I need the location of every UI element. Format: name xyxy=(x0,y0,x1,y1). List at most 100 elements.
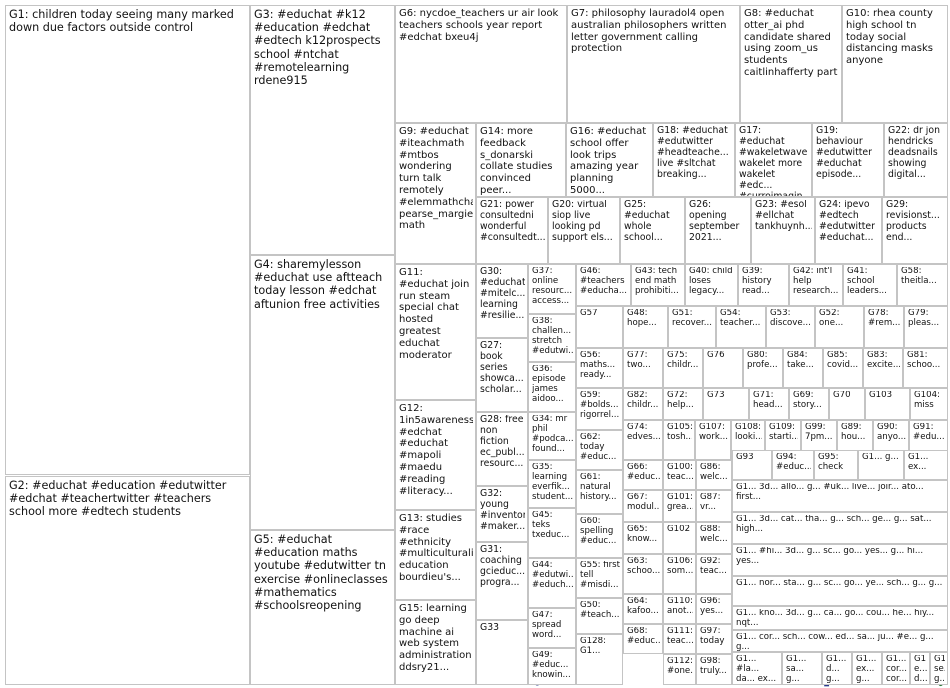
group-pane-g115: G1... #hi... 3d... g... sc... go... yes.… xyxy=(732,544,948,576)
group-label-g94: G94: #educ... xyxy=(776,453,811,472)
group-label-g52: G52: one... xyxy=(819,309,844,328)
group-pane-g76: G76 xyxy=(703,348,743,388)
group-pane-g11: G11: #educhat join run steam special cha… xyxy=(395,264,476,400)
group-pane-g28: G28: free non fiction ec_publ... resourc… xyxy=(476,412,528,486)
group-label-g60: G60: spelling #educ... xyxy=(580,517,617,546)
group-label-g99: G99: 7pm... xyxy=(805,423,833,442)
group-pane-g105: G105: tosh... xyxy=(663,420,695,460)
group-pane-g97: G97: today xyxy=(696,624,732,654)
group-label-g105: G105: tosh... xyxy=(667,423,692,442)
group-label-g108: G108: looki... xyxy=(735,423,762,442)
group-label-g50: G50: #teach... xyxy=(580,601,620,620)
group-label-g16: G16: #educhat school offer look trips am… xyxy=(570,126,647,196)
group-pane-g98: G98: truly... xyxy=(696,654,732,685)
group-pane-g103: G103 xyxy=(865,388,910,420)
group-pane-g38: G38: challen... stretch #edutwi... xyxy=(528,314,576,362)
group-label-g47: G47: spread word... xyxy=(532,611,562,640)
group-pane-g83: G83: excite... xyxy=(863,348,903,388)
group-pane-g67: G67: modul... xyxy=(623,490,663,522)
group-pane-g49: G49: #educ... knowin... xyxy=(528,648,576,685)
group-pane-g93: G93 xyxy=(732,450,772,480)
group-pane-g119: G1... #la... da... ex... g... xyxy=(732,652,782,685)
group-label-g48: G48: hope... xyxy=(627,309,657,328)
group-label-g19: G19: behaviour #edutwitter #educhat epis… xyxy=(816,126,872,180)
group-label-g107: G107: work... xyxy=(699,423,728,442)
group-label-g18: G18: #educhat #edutwitter #headteache...… xyxy=(657,126,729,180)
group-label-g127: G1... ex... xyxy=(908,453,929,472)
group-label-g98: G98: truly... xyxy=(700,657,727,676)
group-label-g79: G79: pleas... xyxy=(908,309,940,328)
group-label-g77: G77: two... xyxy=(627,351,651,370)
group-pane-g106: G106: som... xyxy=(663,554,696,594)
group-label-g113: G1... 3d... allo... g... #uk... live... … xyxy=(736,483,924,502)
group-label-g124: G1... e... d... g... xyxy=(914,655,927,684)
group-label-g43: G43: tech end math prohibiti... xyxy=(635,267,679,296)
group-pane-g104: G104: miss xyxy=(910,388,948,420)
group-label-g53: G53: discove... xyxy=(770,309,811,328)
group-pane-g124: G1... e... d... g... xyxy=(910,652,930,685)
group-label-g40: G40: child loses legacy... xyxy=(689,267,733,296)
group-pane-g127: G1... ex... xyxy=(904,450,948,480)
group-label-g13: G13: studies #race #ethnicity #multicult… xyxy=(399,513,473,583)
group-label-g31: G31: coaching gcieduc... progra... xyxy=(480,545,525,588)
group-label-g114: G1... 3d... cat... tha... g... sch... ge… xyxy=(736,515,932,534)
group-label-g89: G89: hou... xyxy=(841,423,866,442)
group-label-g24: G24: ipevo #edtech #edutwitter #educhat.… xyxy=(819,200,875,243)
group-pane-g123: G1... cor... cor... pe... sc... xyxy=(882,652,910,685)
group-pane-g69: G69: story... xyxy=(789,388,829,420)
group-pane-g66: G66: #educ... xyxy=(623,460,663,490)
group-pane-g16: G16: #educhat school offer look trips am… xyxy=(566,123,653,197)
group-label-g10: G10: rhea county high school tn today so… xyxy=(846,8,933,67)
group-pane-g128: G128: G1... xyxy=(576,634,623,685)
group-pane-g27: G27: book series showca... scholar... xyxy=(476,338,528,412)
group-pane-g30: G30: #educhat #mitelc... learning #resil… xyxy=(476,264,528,338)
group-pane-g25: G25: #educhat whole school... xyxy=(620,197,685,264)
group-pane-g81: G81: schoo... xyxy=(903,348,948,388)
group-label-g5: G5: #educhat #education maths youtube #e… xyxy=(254,533,388,613)
group-pane-g100: G100: teac... xyxy=(663,460,696,490)
group-label-g12: G12: 1in5awareness #edchat #educhat #map… xyxy=(399,403,473,497)
group-label-g6: G6: nycdoe_teachers ur air look teachers… xyxy=(399,8,559,43)
group-pane-g117: G1... kno... 3d... g... ca... go... cou.… xyxy=(732,606,948,630)
group-pane-g21: G21: power consultedni wonderful #consul… xyxy=(476,197,548,264)
group-pane-g65: G65: know... xyxy=(623,522,663,554)
group-label-g97: G97: today xyxy=(700,627,725,646)
group-pane-g55: G55: first tell #misdi... xyxy=(576,558,623,598)
group-pane-g82: G82: childr... xyxy=(623,388,663,420)
group-pane-g74: G74: edves... xyxy=(623,420,663,460)
group-pane-g42: G42: int'l help research... xyxy=(789,264,843,306)
group-label-g63: G63: schoo... xyxy=(627,557,660,576)
group-pane-g40: G40: child loses legacy... xyxy=(685,264,738,306)
group-label-g109: G109: starti... xyxy=(769,423,798,442)
group-label-g86: G86: welc... xyxy=(700,463,728,482)
group-pane-g4: G4: sharemylesson #educhat use aftteach … xyxy=(250,255,395,530)
group-label-g75: G75: childr... xyxy=(667,351,699,370)
group-pane-g33: G33 xyxy=(476,620,528,685)
group-label-g59: G59: #bolds... rigorrel... xyxy=(580,391,620,420)
group-label-g74: G74: edves... xyxy=(627,423,660,442)
group-pane-g44: G44: #edutwi... #educh... xyxy=(528,558,576,608)
group-pane-g63: G63: schoo... xyxy=(623,554,663,594)
group-pane-g51: G51: recover... xyxy=(668,306,716,348)
group-label-g123: G1... cor... cor... pe... sc... xyxy=(886,655,907,684)
group-label-g67: G67: modul... xyxy=(627,493,660,512)
group-pane-g86: G86: welc... xyxy=(696,460,732,490)
group-pane-g2: G2: #educhat #education #edutwitter #edc… xyxy=(5,476,250,685)
group-label-g110: G110: anot... xyxy=(667,597,693,616)
group-pane-g13: G13: studies #race #ethnicity #multicult… xyxy=(395,510,476,600)
group-label-g104: G104: miss xyxy=(914,391,940,410)
group-pane-g18: G18: #educhat #edutwitter #headteache...… xyxy=(653,123,735,197)
group-label-g115: G1... #hi... 3d... g... sc... go... yes.… xyxy=(736,547,924,566)
group-label-g78: G78: #rem... xyxy=(868,309,901,328)
group-pane-g24: G24: ipevo #edtech #edutwitter #educhat.… xyxy=(815,197,882,264)
group-pane-g126: G1... g... xyxy=(858,450,904,480)
group-pane-g20: G20: virtual siop live looking pd suppor… xyxy=(548,197,620,264)
group-pane-g9: G9: #educhat #iteachmath #mtbos wonderin… xyxy=(395,123,476,264)
group-pane-g77: G77: two... xyxy=(623,348,663,388)
group-label-g81: G81: schoo... xyxy=(907,351,941,370)
group-label-g4: G4: sharemylesson #educhat use aftteach … xyxy=(254,258,383,311)
group-label-g85: G85: covid... xyxy=(827,351,859,370)
group-label-g82: G82: childr... xyxy=(627,391,659,410)
group-label-g35: G35: learning everfik... student... xyxy=(532,463,573,502)
group-pane-g64: G64: kafoo... xyxy=(623,594,663,624)
